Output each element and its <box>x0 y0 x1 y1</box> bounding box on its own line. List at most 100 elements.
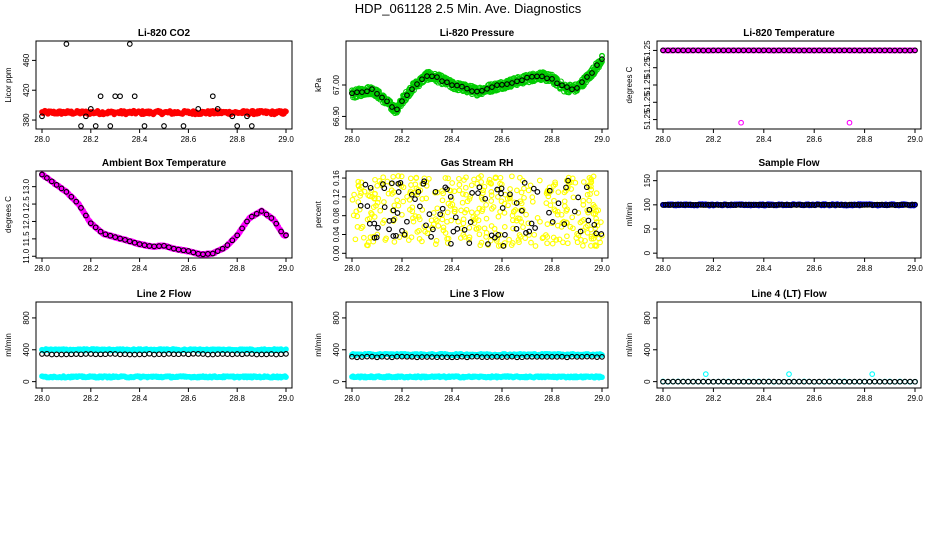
data-point <box>420 180 427 187</box>
y-tick-label: 12.0 <box>22 213 31 229</box>
data-point <box>564 220 570 226</box>
data-point <box>439 205 446 212</box>
data-point <box>398 173 405 180</box>
x-tick-label: 28.6 <box>181 135 197 144</box>
data-point <box>750 378 757 385</box>
data-point <box>63 41 70 47</box>
data-point <box>466 240 473 246</box>
data-point <box>563 184 569 191</box>
y-tick-label: 800 <box>643 311 652 325</box>
data-point <box>765 378 772 385</box>
data-point <box>564 206 570 213</box>
data-point <box>454 226 461 232</box>
data-point <box>516 239 522 246</box>
y-tick-label: 0.12 <box>332 189 341 205</box>
data-point <box>735 378 742 385</box>
data-point <box>584 74 590 80</box>
data-point <box>131 93 138 100</box>
data-point <box>565 177 571 184</box>
data-point <box>529 194 536 200</box>
data-point <box>421 178 428 185</box>
data-point <box>355 183 362 190</box>
data-point <box>371 220 378 227</box>
data-point <box>414 229 421 235</box>
data-point <box>584 191 591 198</box>
data-point <box>360 234 367 241</box>
data-point <box>559 82 565 89</box>
data-point <box>428 233 434 240</box>
data-point <box>488 198 495 204</box>
data-point <box>375 195 382 202</box>
data-point <box>430 226 436 233</box>
data-point <box>214 106 221 112</box>
data-point <box>546 187 553 194</box>
data-point <box>83 212 89 219</box>
data-point <box>354 213 361 220</box>
data-point <box>530 185 537 192</box>
data-point <box>456 175 462 182</box>
x-tick-label: 28.8 <box>229 394 245 403</box>
data-point <box>720 378 727 385</box>
data-point <box>811 378 818 385</box>
x-tick-label: 28.2 <box>706 135 722 144</box>
data-point <box>112 234 119 240</box>
data-point <box>195 106 202 112</box>
data-point <box>685 378 692 385</box>
data-point <box>239 225 245 232</box>
x-tick-label: 28.4 <box>132 264 148 273</box>
data-point <box>510 225 516 232</box>
data-point <box>680 378 687 385</box>
data-point <box>514 187 520 194</box>
data-point <box>527 182 534 189</box>
data-point <box>373 202 379 209</box>
data-point <box>359 223 366 230</box>
data-point <box>361 188 368 195</box>
data-point <box>499 205 506 211</box>
data-point <box>435 223 442 229</box>
plot-frame-line3 <box>345 301 609 389</box>
data-point <box>543 232 549 238</box>
data-point <box>434 205 441 212</box>
data-point <box>574 239 581 246</box>
data-point <box>68 193 75 200</box>
x-tick-label: 28.8 <box>229 264 245 273</box>
data-point <box>214 248 221 254</box>
data-point <box>83 113 89 120</box>
x-tick-label: 28.0 <box>344 394 360 403</box>
data-point <box>440 224 447 231</box>
data-point <box>372 195 378 202</box>
x-tick-label: 28.0 <box>655 394 671 403</box>
data-point <box>278 228 284 235</box>
data-point <box>452 214 459 221</box>
data-point <box>599 354 605 360</box>
x-tick-label: 28.8 <box>857 264 873 273</box>
data-point <box>410 218 417 225</box>
data-point <box>551 206 558 213</box>
x-tick-label: 28.2 <box>394 394 410 403</box>
y-tick-label: 150 <box>643 173 652 187</box>
data-point <box>569 86 575 93</box>
data-point <box>92 224 99 231</box>
panel-line3: Line 3 Flow ml/min 28.0 28.2 28.4 28.6 28.8 29.… <box>314 289 610 403</box>
data-point <box>534 189 541 195</box>
data-point <box>484 86 490 92</box>
y-axis-label-line2: ml/min <box>4 333 13 357</box>
data-point <box>552 181 559 188</box>
data-point <box>433 237 440 244</box>
y-tick-label: 0 <box>332 379 341 384</box>
data-points-sample <box>660 201 918 209</box>
plot-frame-temp <box>656 40 922 130</box>
data-point <box>831 378 838 385</box>
x-tick-label: 28.0 <box>34 135 50 144</box>
panel-title-sample: Sample Flow <box>758 158 819 169</box>
data-point <box>509 240 516 246</box>
data-point <box>580 242 586 249</box>
data-point <box>351 191 357 198</box>
data-point <box>595 207 602 214</box>
data-point <box>234 123 241 129</box>
data-point <box>826 378 833 385</box>
data-point <box>166 244 172 251</box>
data-point <box>523 230 529 236</box>
data-point <box>404 218 410 225</box>
